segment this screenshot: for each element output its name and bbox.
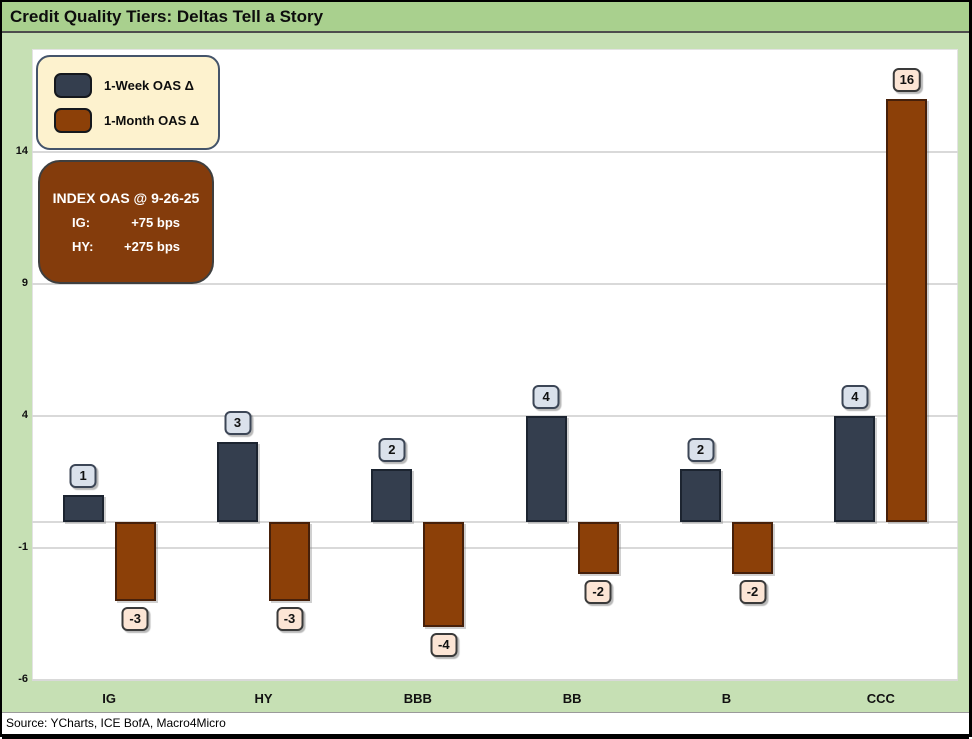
- source-text: Source: YCharts, ICE BofA, Macro4Micro: [6, 716, 226, 730]
- gridline-y-4: [32, 414, 958, 417]
- y-axis-tick--6: -6: [18, 673, 28, 685]
- annotation-row-ig: IG: +75 bps: [72, 215, 180, 230]
- gridline-y-14: [32, 150, 958, 153]
- y-axis-tick-14: 14: [15, 144, 28, 157]
- week-series-swatch-icon: [54, 72, 92, 98]
- bar-week-ig: [62, 495, 104, 522]
- data-label-week-bb: 4: [532, 384, 560, 409]
- bar-week-ccc: [834, 415, 876, 522]
- x-axis-label-hy: HY: [254, 691, 273, 706]
- y-axis-tick--1: -1: [18, 540, 28, 553]
- bar-month-b: [732, 521, 773, 575]
- bar-month-hy: [269, 521, 310, 601]
- bar-month-ig: [114, 521, 156, 601]
- annotation-row-hy: HY: +275 bps: [72, 239, 180, 254]
- x-axis-label-ccc: CCC: [866, 691, 895, 706]
- page-title: Credit Quality Tiers: Deltas Tell a Stor…: [10, 7, 324, 26]
- bar-month-bbb: [423, 521, 465, 628]
- data-label-week-ig: 1: [69, 464, 97, 489]
- annotation-hy-value: +275 bps: [123, 239, 180, 254]
- bar-month-bb: [577, 521, 619, 575]
- annotation-heading: INDEX OAS @ 9-26-25: [52, 190, 200, 206]
- bar-week-b: [680, 468, 721, 522]
- data-label-week-ccc: 4: [841, 384, 869, 409]
- footer: Source: YCharts, ICE BofA, Macro4Micro: [2, 712, 969, 734]
- data-label-week-bbb: 2: [378, 437, 406, 462]
- data-label-week-hy: 3: [224, 411, 251, 436]
- gridline-y-9: [32, 282, 958, 285]
- bar-week-hy: [217, 442, 258, 522]
- x-axis-label-bbb: BBB: [403, 691, 432, 706]
- legend-label-month: 1-Month OAS Δ: [104, 112, 200, 128]
- title-bar: Credit Quality Tiers: Deltas Tell a Stor…: [2, 2, 969, 33]
- annotation-hy-label: HY:: [72, 239, 94, 254]
- gridline-y--6: [32, 679, 958, 681]
- data-label-month-bb: -2: [584, 580, 612, 605]
- legend-label-week: 1-Week OAS Δ: [104, 77, 195, 93]
- annotation-ig-value: +75 bps: [131, 215, 180, 230]
- bar-week-bbb: [371, 468, 413, 522]
- gridline-y-0: [32, 520, 958, 523]
- data-label-month-ccc: 16: [892, 68, 922, 93]
- legend-item-month: 1-Month OAS Δ: [54, 107, 218, 133]
- x-axis-label-ig: IG: [102, 691, 117, 706]
- x-axis-label-b: B: [721, 691, 732, 706]
- data-label-month-ig: -3: [121, 606, 149, 631]
- data-label-month-bbb: -4: [430, 633, 458, 658]
- legend-item-week: 1-Week OAS Δ: [54, 72, 218, 98]
- annotation-ig-label: IG:: [72, 215, 91, 230]
- month-series-swatch-icon: [54, 107, 92, 133]
- plot-area: [32, 49, 958, 680]
- x-axis-label-bb: BB: [562, 691, 582, 706]
- data-label-week-b: 2: [687, 437, 714, 462]
- data-label-month-b: -2: [739, 580, 766, 605]
- legend: 1-Week OAS Δ 1-Month OAS Δ: [36, 55, 220, 150]
- data-label-month-hy: -3: [276, 606, 303, 631]
- y-axis-tick-9: 9: [21, 276, 28, 289]
- y-axis-tick-4: 4: [21, 408, 28, 421]
- bar-week-bb: [525, 415, 567, 522]
- gridline-y--1: [32, 546, 958, 549]
- bar-month-ccc: [886, 99, 928, 522]
- index-oas-annotation: INDEX OAS @ 9-26-25 IG: +75 bps HY: +275…: [38, 160, 214, 284]
